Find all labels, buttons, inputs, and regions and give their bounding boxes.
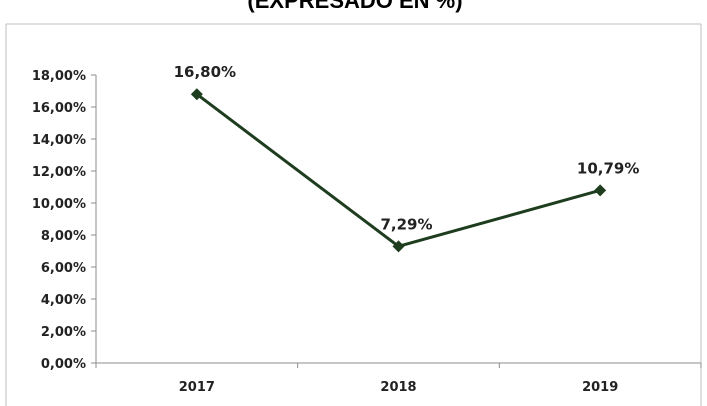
y-tick-label: 18,00% (32, 69, 86, 84)
y-tick-label: 16,00% (32, 101, 86, 116)
data-point-marker (392, 240, 405, 253)
chart-title: (EXPRESADO EN %) (247, 0, 462, 13)
x-tick-label: 2018 (380, 380, 416, 395)
y-tick-label: 0,00% (41, 357, 86, 372)
data-point-marker (594, 184, 607, 197)
y-tick-label: 2,00% (41, 325, 86, 340)
y-tick-label: 14,00% (32, 133, 86, 148)
y-tick-label: 12,00% (32, 165, 86, 180)
x-tick-label: 2019 (582, 380, 618, 395)
data-label: 10,79% (577, 159, 639, 177)
y-tick-label: 10,00% (32, 197, 86, 212)
y-tick-label: 8,00% (41, 229, 86, 244)
y-tick-label: 6,00% (41, 261, 86, 276)
data-labels: 16,80% 7,29% 10,79% (174, 63, 640, 233)
data-label: 7,29% (380, 215, 432, 233)
data-label: 16,80% (174, 63, 236, 81)
data-point-marker (190, 88, 203, 101)
x-tick-label: 2017 (179, 380, 215, 395)
x-axis: 2017 2018 2019 (95, 362, 702, 395)
y-tick-label: 4,00% (41, 293, 86, 308)
series-layer (190, 88, 607, 253)
y-axis: 0,00% 2,00% 4,00% 6,00% 8,00% 10,00% 12,00% 14,… (32, 69, 97, 372)
